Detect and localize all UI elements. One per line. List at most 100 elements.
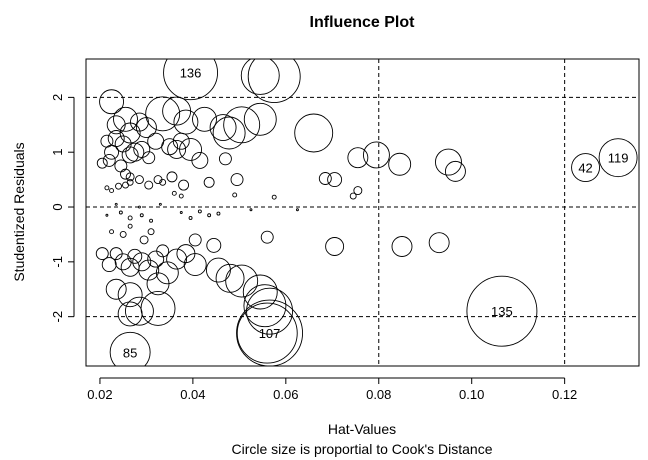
data-point [163, 59, 219, 101]
data-point [114, 202, 118, 206]
data-point [127, 215, 133, 221]
data-point [139, 235, 149, 245]
data-point [109, 229, 115, 235]
data-point [171, 190, 177, 196]
reference-lines [86, 59, 639, 366]
data-point [188, 233, 202, 247]
x-tick-label: 0.06 [273, 387, 298, 402]
data-point [192, 106, 217, 132]
data-point [391, 236, 413, 257]
data-point [225, 264, 259, 298]
data-point [124, 296, 154, 326]
data-point [127, 223, 133, 229]
data-point [167, 140, 187, 159]
data-point [318, 172, 332, 185]
data-point [172, 132, 190, 150]
data-point [203, 176, 215, 188]
data-point [109, 331, 151, 366]
data-point [571, 153, 601, 182]
y-tick-label: -1 [50, 256, 65, 268]
point-label: 136 [180, 66, 202, 81]
data-point [428, 232, 450, 254]
y-tick-label: 1 [50, 149, 65, 156]
point-label: 135 [491, 304, 513, 319]
data-point [353, 186, 363, 196]
data-point [137, 205, 141, 209]
data-point [435, 148, 462, 176]
data-point [142, 151, 156, 165]
point-label: 42 [578, 161, 592, 176]
data-point [102, 153, 116, 167]
data-point [105, 213, 109, 217]
point-labels: 136 107 85 42 119 135 [123, 66, 629, 361]
data-point [166, 171, 178, 183]
x-tick-label: 0.08 [366, 387, 391, 402]
data-point [179, 138, 203, 161]
data-point [191, 151, 209, 169]
data-point [327, 172, 343, 188]
point-label: 107 [259, 326, 281, 341]
x-tick-label: 0.02 [87, 387, 112, 402]
data-point [120, 168, 131, 180]
data-point [125, 142, 145, 162]
chart-subtitle: Circle size is proportial to Cook's Dist… [232, 441, 493, 457]
data-point [347, 147, 369, 169]
data-point [140, 290, 176, 326]
data-point [218, 152, 232, 166]
data-point [95, 247, 109, 261]
data-point [138, 259, 160, 281]
data-point [260, 230, 274, 244]
data-point [243, 102, 277, 136]
data-point [230, 173, 244, 187]
y-axis: -2 -1 0 1 2 [50, 94, 75, 322]
data-point [216, 211, 221, 216]
data-point [243, 284, 287, 328]
x-axis: 0.02 0.04 0.06 0.08 0.10 0.12 [87, 377, 577, 402]
data-point [109, 188, 115, 194]
data-point [444, 160, 466, 182]
plot-frame [85, 58, 640, 367]
data-point [247, 59, 301, 103]
data-point [159, 178, 167, 186]
data-point [96, 157, 108, 169]
data-point [242, 274, 278, 310]
data-point [294, 113, 334, 153]
data-point [249, 208, 253, 212]
data-point [132, 252, 152, 272]
data-point [178, 179, 190, 191]
chart-title: Influence Plot [310, 14, 416, 31]
data-point [121, 146, 139, 164]
data-point [146, 272, 170, 296]
data-point [349, 192, 357, 200]
x-axis-label: Hat-Values [328, 421, 396, 437]
data-point [158, 202, 162, 206]
point-label: 119 [608, 151, 629, 166]
data-point [212, 116, 246, 150]
data-point [466, 275, 538, 347]
data-point [115, 182, 122, 190]
data-point [99, 89, 125, 115]
data-point [178, 193, 184, 199]
data-point [139, 213, 144, 218]
data-point [162, 96, 192, 126]
x-tick-label: 0.04 [180, 387, 205, 402]
data-point [105, 278, 127, 300]
data-point [183, 253, 207, 277]
data-point [104, 185, 110, 191]
data-point [325, 237, 345, 256]
data-point [134, 175, 144, 185]
x-tick-label: 0.10 [459, 387, 484, 402]
data-point [236, 299, 303, 366]
data-point [118, 210, 123, 215]
data-point [388, 152, 412, 176]
y-tick-label: 0 [50, 203, 65, 210]
data-point [197, 209, 202, 214]
data-point [207, 213, 212, 218]
data-point [125, 172, 135, 182]
data-point [119, 230, 127, 238]
data-point [232, 192, 238, 198]
data-point [166, 248, 188, 270]
data-point [149, 218, 154, 223]
data-point [145, 96, 181, 132]
